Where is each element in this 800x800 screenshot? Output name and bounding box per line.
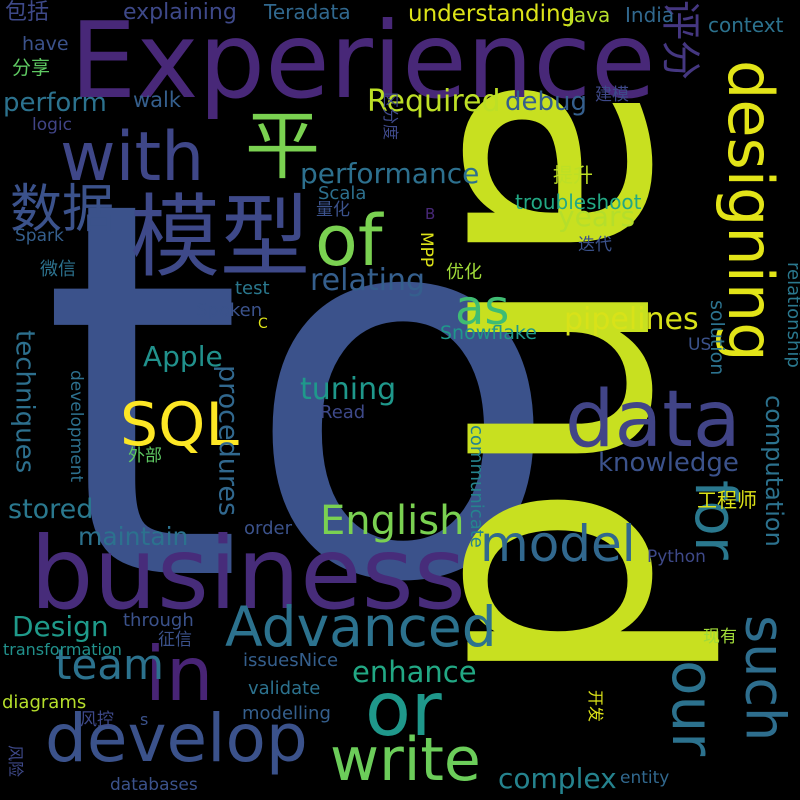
word-0: to bbox=[40, 90, 562, 696]
word-86: diagrams bbox=[2, 692, 86, 713]
word-79: Python bbox=[647, 547, 706, 567]
word-15: such bbox=[733, 615, 796, 741]
word-78: order bbox=[244, 518, 293, 539]
word-49: context bbox=[708, 13, 784, 37]
word-23: team bbox=[55, 640, 164, 689]
word-89: modelling bbox=[242, 703, 331, 724]
word-2: Experience bbox=[70, 0, 656, 122]
word-21: as bbox=[455, 280, 509, 336]
word-12: or bbox=[365, 665, 442, 753]
word-26: 评分 bbox=[657, 0, 703, 80]
word-62: MPP bbox=[416, 232, 436, 267]
word-28: relating bbox=[310, 263, 425, 298]
word-76: 外部 bbox=[128, 446, 162, 466]
word-77: 工程师 bbox=[697, 488, 757, 512]
word-40: computation bbox=[760, 395, 788, 547]
word-45: Teradata bbox=[263, 0, 351, 24]
word-47: Java bbox=[566, 3, 610, 27]
word-66: 优化 bbox=[446, 262, 482, 283]
word-91: 风险 bbox=[6, 745, 25, 777]
word-29: years bbox=[558, 200, 635, 233]
word-36: Apple bbox=[143, 340, 223, 373]
word-31: Design bbox=[12, 610, 109, 643]
word-64: 微信 bbox=[40, 259, 76, 280]
word-7: designing bbox=[714, 60, 787, 362]
word-34: tuning bbox=[300, 372, 396, 407]
word-8: of bbox=[315, 200, 384, 282]
word-43: debug bbox=[505, 87, 587, 117]
word-1: and bbox=[390, 70, 774, 691]
word-51: 分享 bbox=[12, 57, 50, 79]
word-14: for bbox=[682, 480, 750, 560]
word-82: transformation bbox=[3, 640, 122, 659]
word-19: 平 bbox=[245, 102, 320, 190]
word-90: 开发 bbox=[586, 690, 605, 722]
word-48: India bbox=[625, 3, 674, 27]
word-41: understanding bbox=[408, 1, 575, 27]
word-50: have bbox=[22, 33, 69, 55]
word-83: 现有 bbox=[703, 627, 737, 647]
word-63: 迭代 bbox=[578, 235, 612, 255]
word-46: 包括 bbox=[5, 0, 49, 25]
word-20: 数据 bbox=[10, 180, 114, 240]
word-30: enhance bbox=[352, 655, 477, 689]
word-74: Read bbox=[320, 402, 365, 423]
word-44: explaining bbox=[123, 0, 237, 25]
word-68: C bbox=[258, 316, 268, 332]
word-3: business bbox=[30, 515, 466, 632]
word-9: develop bbox=[45, 700, 308, 777]
word-25: Required bbox=[367, 84, 501, 119]
word-69: solution bbox=[706, 300, 728, 375]
word-35: complex bbox=[498, 762, 617, 795]
word-27: performance bbox=[300, 157, 479, 190]
word-52: walk bbox=[133, 88, 182, 112]
word-75: development bbox=[66, 370, 86, 482]
word-85: validate bbox=[248, 678, 320, 699]
word-88: s bbox=[140, 710, 148, 729]
word-18: SQL bbox=[120, 390, 239, 460]
word-67: Spoken bbox=[196, 300, 262, 321]
word-59: 量化 bbox=[316, 200, 350, 220]
word-32: knowledge bbox=[598, 448, 739, 478]
word-80: through bbox=[123, 610, 194, 631]
word-84: issuesNice bbox=[243, 650, 338, 671]
word-61: Spark bbox=[15, 226, 64, 246]
word-5: with bbox=[60, 118, 204, 197]
word-33: procedures bbox=[213, 365, 244, 516]
word-24: pipelines bbox=[564, 302, 699, 337]
word-71: Snowflake bbox=[440, 322, 537, 344]
word-10: in bbox=[145, 630, 213, 718]
word-16: write bbox=[330, 725, 481, 795]
word-70: relationship bbox=[783, 262, 800, 368]
word-39: techniques bbox=[10, 330, 40, 473]
word-57: Scala bbox=[318, 183, 366, 204]
word-92: databases bbox=[110, 775, 198, 795]
word-93: entity bbox=[620, 768, 669, 788]
word-73: communicate bbox=[466, 425, 487, 548]
word-38: stored bbox=[8, 494, 93, 525]
word-65: test bbox=[235, 278, 270, 299]
word-60: B bbox=[425, 205, 435, 223]
word-42: perform bbox=[3, 88, 107, 118]
word-72: US bbox=[688, 335, 711, 355]
word-56: 提升 bbox=[553, 163, 593, 187]
word-87: 风控 bbox=[80, 710, 114, 730]
word-22: English bbox=[320, 498, 464, 544]
word-54: 区分度 bbox=[381, 92, 400, 140]
word-81: 征信 bbox=[158, 630, 192, 650]
word-6: data bbox=[565, 375, 741, 465]
word-55: 建模 bbox=[595, 85, 629, 105]
word-37: maintain bbox=[78, 522, 188, 551]
word-58: troubleshoot bbox=[515, 190, 642, 214]
word-53: logic bbox=[32, 115, 72, 135]
word-11: Advanced bbox=[225, 595, 497, 659]
word-17: model bbox=[480, 515, 636, 573]
word-13: our bbox=[659, 660, 727, 756]
word-4: 模型 bbox=[130, 185, 310, 290]
